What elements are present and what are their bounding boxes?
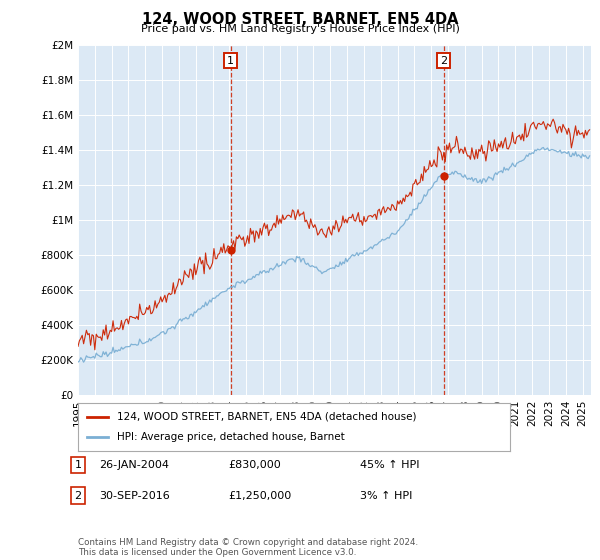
- Text: HPI: Average price, detached house, Barnet: HPI: Average price, detached house, Barn…: [117, 432, 344, 442]
- Text: Contains HM Land Registry data © Crown copyright and database right 2024.
This d: Contains HM Land Registry data © Crown c…: [78, 538, 418, 557]
- Text: 1: 1: [74, 460, 82, 470]
- Text: 26-JAN-2004: 26-JAN-2004: [99, 460, 169, 470]
- Text: 1: 1: [227, 55, 234, 66]
- Text: 30-SEP-2016: 30-SEP-2016: [99, 491, 170, 501]
- Text: 2: 2: [74, 491, 82, 501]
- Text: 45% ↑ HPI: 45% ↑ HPI: [360, 460, 419, 470]
- Text: £1,250,000: £1,250,000: [228, 491, 291, 501]
- Text: Price paid vs. HM Land Registry's House Price Index (HPI): Price paid vs. HM Land Registry's House …: [140, 24, 460, 34]
- Text: £830,000: £830,000: [228, 460, 281, 470]
- Text: 3% ↑ HPI: 3% ↑ HPI: [360, 491, 412, 501]
- Text: 2: 2: [440, 55, 448, 66]
- Text: 124, WOOD STREET, BARNET, EN5 4DA: 124, WOOD STREET, BARNET, EN5 4DA: [142, 12, 458, 27]
- Text: 124, WOOD STREET, BARNET, EN5 4DA (detached house): 124, WOOD STREET, BARNET, EN5 4DA (detac…: [117, 412, 416, 422]
